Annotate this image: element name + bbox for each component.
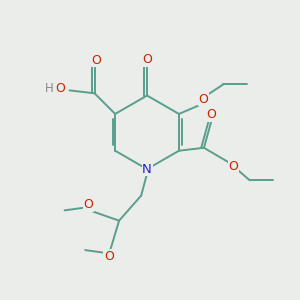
Text: O: O [104,250,114,262]
Text: O: O [198,93,208,106]
Text: O: O [206,108,216,121]
Text: O: O [229,160,238,173]
Text: H: H [45,82,53,95]
Text: O: O [83,198,93,211]
Text: O: O [91,54,101,67]
Text: O: O [142,53,152,66]
Text: O: O [55,82,65,95]
Text: N: N [142,163,152,176]
